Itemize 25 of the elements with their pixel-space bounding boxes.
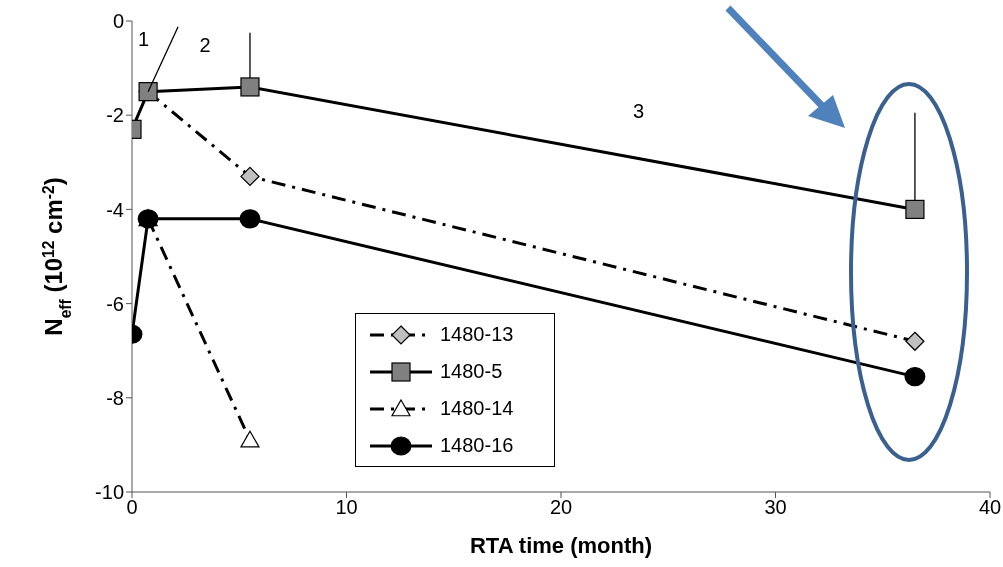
- y-tick-label: 0: [112, 10, 124, 33]
- legend-label: 1480-16: [440, 434, 514, 457]
- legend-label: 1480-5: [440, 360, 503, 383]
- annotation: 1: [138, 28, 150, 51]
- point: [240, 166, 260, 187]
- legend-label: 1480-14: [440, 397, 514, 420]
- x-tick-label: 30: [764, 496, 787, 519]
- point: [905, 331, 925, 351]
- y-tick-label: -8: [106, 386, 124, 409]
- y-tick-label: -10: [95, 481, 124, 504]
- point: [240, 77, 260, 97]
- y-tick-label: -2: [106, 104, 124, 127]
- y-tick-label: -6: [106, 292, 124, 315]
- x-tick-label: 0: [126, 496, 138, 519]
- x-tick-label: 10: [335, 496, 358, 519]
- point: [239, 209, 261, 229]
- annotation: 2: [199, 33, 211, 56]
- x-tick-label: 40: [978, 496, 1002, 519]
- x-axis-title: RTA time (month): [469, 533, 653, 558]
- point: [904, 367, 926, 387]
- annotation: 3: [633, 100, 645, 123]
- y-tick-label: -4: [106, 198, 124, 221]
- x-tick-label: 20: [549, 496, 573, 519]
- point: [905, 199, 925, 219]
- legend-label: 1480-13: [440, 323, 514, 346]
